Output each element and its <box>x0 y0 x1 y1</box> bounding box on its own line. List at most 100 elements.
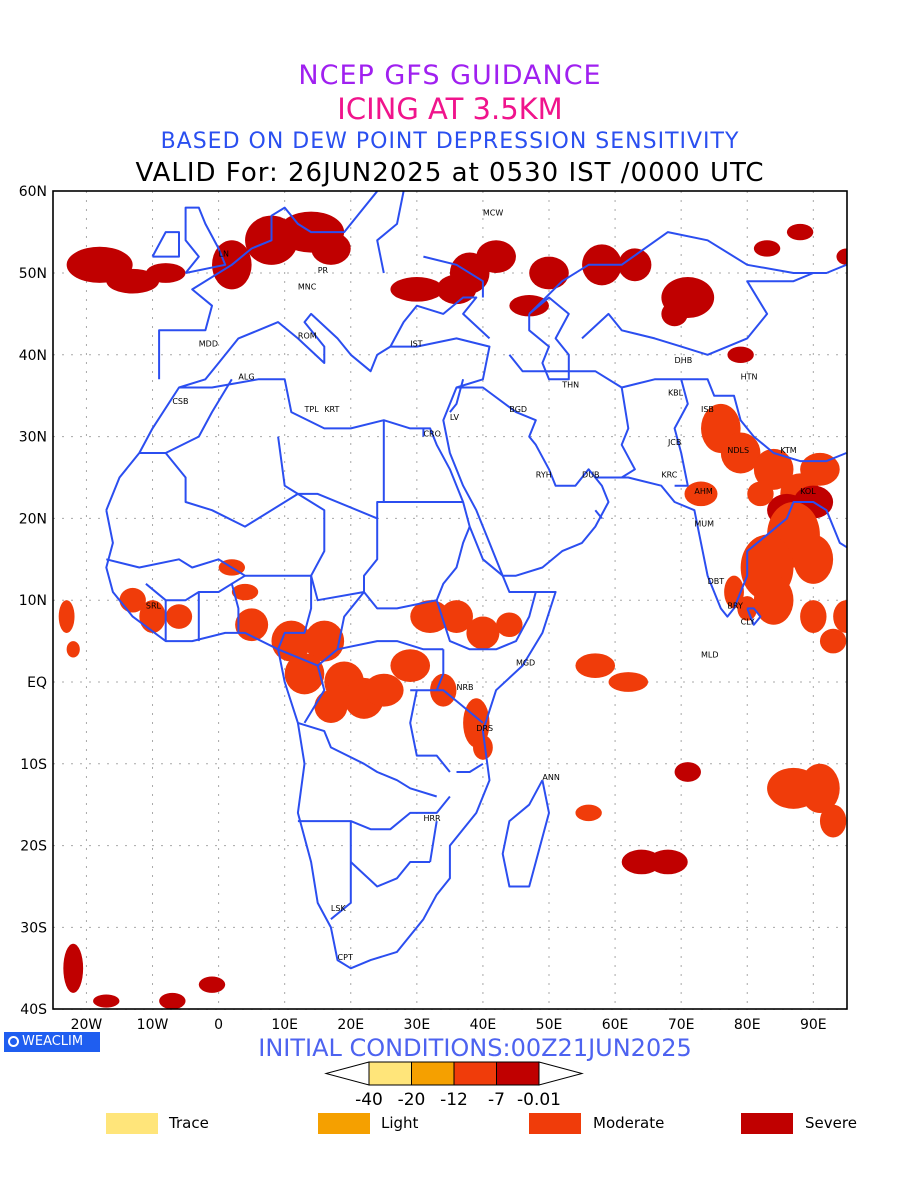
station-ndls: NDLS <box>727 446 749 455</box>
station-ryh: RYH <box>536 471 552 480</box>
colorbar-box <box>368 1061 412 1086</box>
coastline <box>423 255 484 298</box>
coastline <box>435 649 445 691</box>
station-htn: HTN <box>741 372 758 381</box>
icing-area <box>608 672 649 692</box>
icing-area <box>753 575 794 625</box>
station-ktm: KTM <box>780 446 797 455</box>
station-alg: ALG <box>238 372 254 381</box>
coastline <box>297 721 437 798</box>
icing-area <box>747 481 774 507</box>
map-frame <box>52 190 848 1010</box>
coastline <box>581 272 814 356</box>
icing-area <box>63 943 84 993</box>
station-mnc: MNC <box>298 282 317 291</box>
icing-area <box>496 612 523 638</box>
lat-label: 20S <box>20 839 47 855</box>
colorbar-box <box>496 1061 540 1086</box>
station-nrb: NRB <box>456 683 473 692</box>
coastline <box>456 762 484 773</box>
station-bgd: BGD <box>509 405 527 414</box>
icing-area <box>618 248 652 282</box>
station-ist: IST <box>410 340 422 349</box>
icing-area <box>311 232 351 265</box>
title-product: ICING AT 3.5KM <box>337 92 563 126</box>
icing-area <box>648 849 688 875</box>
station-cly: CLY <box>741 618 755 627</box>
legend-label-trace: Trace <box>169 1114 209 1132</box>
lat-label: 40S <box>20 1002 47 1018</box>
station-krt: KRT <box>324 405 339 414</box>
station-rom: ROM <box>298 331 317 340</box>
coastline <box>277 436 299 495</box>
icing-area <box>661 301 688 327</box>
icing-area <box>145 263 186 283</box>
icing-shading <box>58 211 847 1009</box>
icing-area <box>165 604 193 629</box>
station-ln: LN <box>219 250 229 259</box>
lat-label: 10S <box>20 757 47 773</box>
coastline <box>410 689 484 724</box>
coastline <box>501 779 550 888</box>
station-kol: KOL <box>800 487 816 496</box>
icing-area <box>106 268 160 294</box>
icing-area <box>364 673 404 707</box>
colorbar-label: -40 <box>355 1090 383 1110</box>
coastline <box>449 379 465 413</box>
title-model: NCEP GFS GUIDANCE <box>298 60 602 91</box>
station-isb: ISB <box>701 405 714 414</box>
title-method: BASED ON DEW POINT DEPRESSION SENSITIVIT… <box>160 129 740 154</box>
lat-label: 30N <box>19 430 47 446</box>
coastline <box>435 526 471 601</box>
icing-area <box>800 763 840 813</box>
station-ann: ANN <box>542 773 559 782</box>
station-kbl: KBL <box>668 389 684 398</box>
station-cpt: CPT <box>338 953 353 962</box>
icing-area <box>786 223 814 241</box>
colorbar-box <box>453 1061 497 1086</box>
colorbar-box <box>411 1061 455 1086</box>
icing-area <box>390 649 431 683</box>
logo-ring-icon <box>8 1036 19 1047</box>
lat-label: 20N <box>19 511 47 527</box>
icing-area <box>753 240 781 257</box>
coastline <box>508 354 623 389</box>
icing-area <box>575 653 616 678</box>
lat-label: 10N <box>19 593 47 609</box>
coastline <box>595 476 847 618</box>
icing-area <box>466 616 500 650</box>
logo-text: WEACLIM <box>22 1034 84 1049</box>
coastline <box>376 191 405 274</box>
longitude-labels: 20W 10W 0 10E 20E 30E 40E 50E 60E 70E 80E 90E <box>71 1017 827 1033</box>
icing-area <box>159 992 186 1009</box>
initial-conditions: INITIAL CONDITIONS:00Z21JUN2025 <box>258 1034 692 1062</box>
icing-area <box>390 277 444 302</box>
station-mgd: MGD <box>516 659 535 668</box>
coastline <box>389 296 491 348</box>
icing-area <box>575 804 602 822</box>
coastlines-and-borders <box>105 191 847 970</box>
icing-area <box>800 600 827 633</box>
legend-swatch-trace <box>106 1113 158 1134</box>
icing-area <box>684 481 718 507</box>
station-lv: LV <box>450 413 460 422</box>
colorbar: -40 -20 -12 -7 -0.01 <box>324 1061 584 1110</box>
station-krc: KRC <box>661 471 677 480</box>
icing-area <box>833 600 847 633</box>
lon-label: 80E <box>734 1017 761 1033</box>
coastline <box>151 231 180 258</box>
legend-label-severe: Severe <box>805 1114 857 1132</box>
legend-label-moderate: Moderate <box>593 1114 665 1132</box>
lon-label: 60E <box>602 1017 629 1033</box>
coastline <box>620 387 636 479</box>
lon-label: 10E <box>271 1017 298 1033</box>
coastline <box>178 312 491 389</box>
coastline <box>621 378 847 463</box>
station-mld: MLD <box>701 650 719 659</box>
lon-label: 90E <box>800 1017 827 1033</box>
icing-area <box>819 804 847 838</box>
lon-label: 30E <box>404 1017 431 1033</box>
coastline <box>673 379 689 487</box>
coastline <box>429 820 438 863</box>
